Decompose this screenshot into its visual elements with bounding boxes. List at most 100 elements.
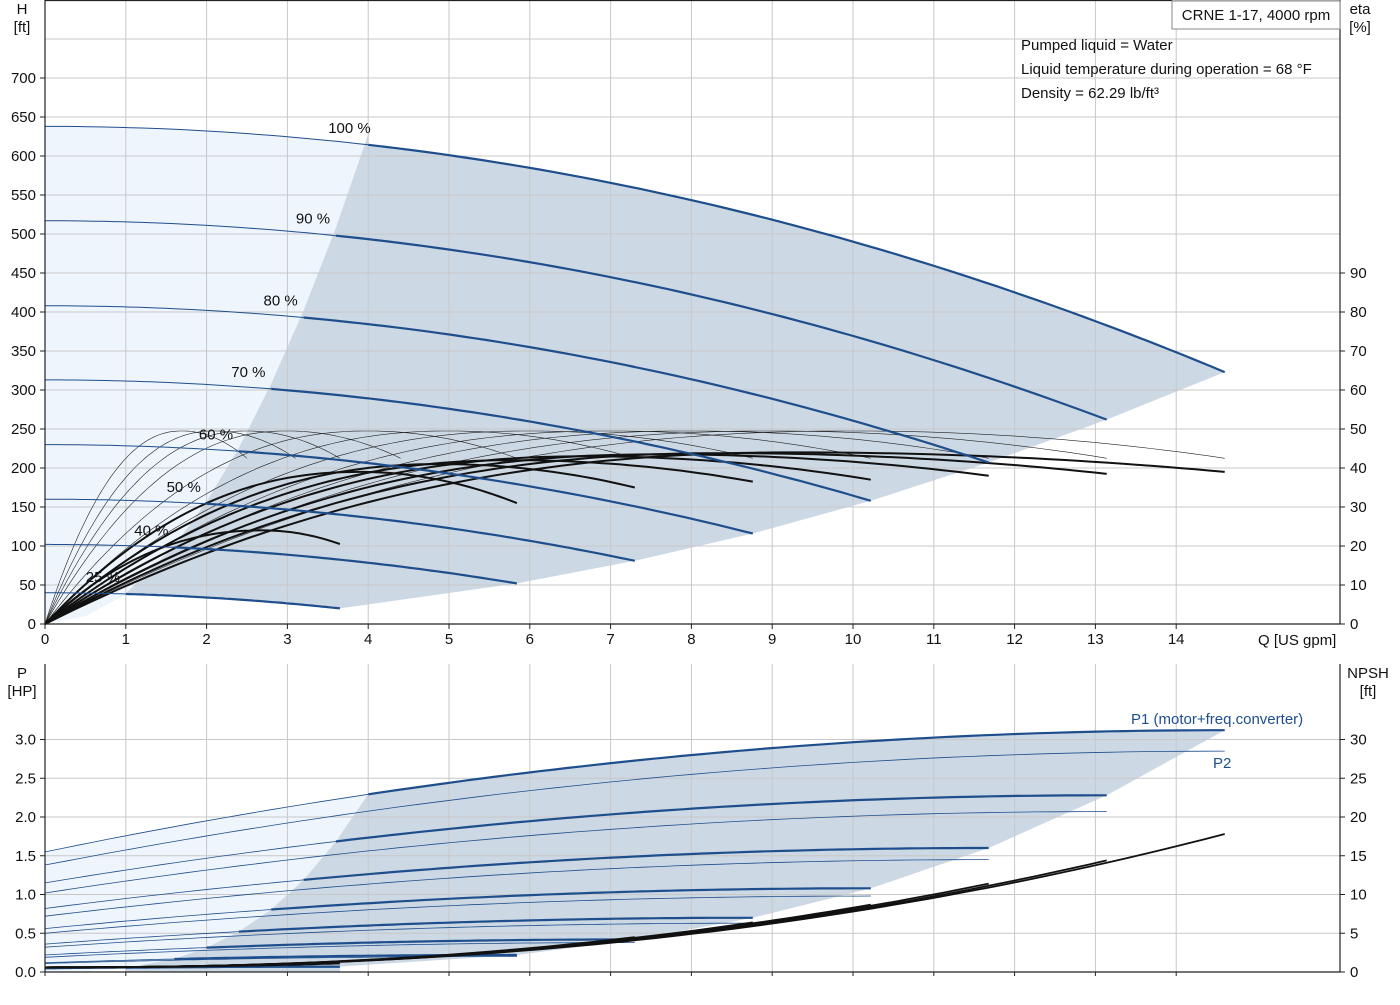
npsh-curves [44,833,1225,969]
head-tick-label: 600 [11,148,36,165]
p1-curves [44,729,1225,970]
flow-tick-label: 10 [845,631,862,648]
eta-tick-label: 10 [1350,577,1367,594]
speed-label-50: 50 % [167,479,201,496]
head-tick-label: 200 [11,460,36,477]
head-axis-label: H [17,1,28,18]
head-curve-thin-80 [45,305,304,318]
head-curve-thin-50 [45,498,207,505]
head-grid [44,0,1340,624]
p2-curve [44,811,1107,894]
p1-series-label: P1 (motor+freq.converter) [1131,711,1303,728]
head-tick-label: 100 [11,538,36,555]
eta-axis-label: eta [1350,1,1372,18]
speed-label-60: 60 % [199,426,233,443]
p2-curve [44,859,989,917]
head-tick-label: 250 [11,421,36,438]
npsh-tick-label: 10 [1350,887,1367,904]
p1-curve-thin-50 [44,947,207,956]
flow-tick-label: 13 [1087,631,1104,648]
flow-tick-label: 5 [445,631,453,648]
eta-tick-label: 80 [1350,304,1367,321]
head-tick-label: 700 [11,70,36,87]
head-tick-label: 150 [11,499,36,516]
eta-iso-curve [44,430,296,625]
eta-axis-unit: [%] [1349,19,1371,36]
p1-curve-thin-60 [44,931,239,945]
eta-tick-label: 30 [1350,499,1367,516]
head-curve-40 [174,546,518,585]
npsh-tick-label: 30 [1350,732,1367,749]
speed-labels: 100 % 90 % 80 % 70 % 60 % 50 % 40 % 25 % [86,120,371,586]
flow-tick-label: 6 [526,631,534,648]
speed-label-90: 90 % [296,211,330,228]
eta-iso-curve [44,430,753,625]
p1-curve-80 [303,846,989,881]
eta-curve-100 [44,451,1225,625]
head-tick-label: 650 [11,109,36,126]
eta-tick-label: 60 [1350,382,1367,399]
speed-label-40: 40 % [134,522,168,539]
p1-curve-thin-80 [44,879,304,909]
flow-tick-label: 8 [687,631,695,648]
head-tick-label: 550 [11,187,36,204]
power-tick-label: 1.5 [15,848,36,865]
power-tick-label: 0.0 [15,964,36,981]
power-tick-label: 0.5 [15,925,36,942]
flow-tick-label: 0 [41,631,49,648]
head-tick-label: 400 [11,304,36,321]
flow-tick-label: 7 [606,631,614,648]
npsh-tick-label: 0 [1350,964,1358,981]
power-axes: 0.0 0.5 1.0 1.5 2.0 2.5 3.0 0 5 10 15 20 25 30 [15,664,1367,981]
flow-tick-label: 4 [364,631,372,648]
p2-curve [44,942,635,958]
power-tick-label: 1.0 [15,887,36,904]
power-axis-label: P [17,665,27,682]
flow-tick-label: 14 [1168,631,1185,648]
head-curve-100 [368,143,1226,374]
eta-iso-curve [44,430,635,625]
head-tick-label: 350 [11,343,36,360]
npsh-tick-label: 25 [1350,770,1367,787]
npsh-tick-label: 15 [1350,848,1367,865]
head-axis-unit: [ft] [14,19,31,36]
eta-tick-label: 50 [1350,421,1367,438]
eta-iso-curve [44,430,248,625]
head-curves [44,125,1226,610]
head-curve-thin-100 [45,125,369,146]
eta-tick-label: 90 [1350,265,1367,282]
head-axes: 0501001502002503003504004505005506006507… [11,0,1367,648]
eta-tick-label: 40 [1350,460,1367,477]
info-liquid-temperature: Liquid temperature during operation = 68… [1021,61,1312,78]
eta-tick-label: 20 [1350,538,1367,555]
head-curve-50 [206,502,636,562]
p1-curve-thin-100 [44,793,369,853]
eta-tick-label: 0 [1350,616,1358,633]
speed-label-100: 100 % [328,120,371,137]
eta-curve-90 [44,452,1107,625]
speed-label-25: 25 % [86,569,120,586]
flow-axis-label: Q [US gpm] [1258,632,1336,649]
flow-tick-label: 9 [768,631,776,648]
head-tick-label: 300 [11,382,36,399]
head-tick-label: 500 [11,226,36,243]
npsh-tick-label: 20 [1350,809,1367,826]
head-curve-90 [335,234,1108,421]
info-pumped-liquid: Pumped liquid = Water [1021,37,1173,54]
head-curve-thin-40 [45,543,175,548]
eta-curve-40 [44,470,518,625]
head-curve-60 [238,450,754,535]
flow-tick-label: 2 [202,631,210,648]
p1-curve-50 [206,938,635,949]
eta-tick-label: 70 [1350,343,1367,360]
power-tick-label: 2.0 [15,809,36,826]
p1-curve-thin-70 [44,909,272,929]
power-grid [44,664,1340,972]
head-tick-label: 450 [11,265,36,282]
head-curve-70 [271,387,872,502]
p1-curve-thin-90 [44,841,336,884]
flow-tick-label: 3 [283,631,291,648]
p2-curve [44,750,1225,866]
